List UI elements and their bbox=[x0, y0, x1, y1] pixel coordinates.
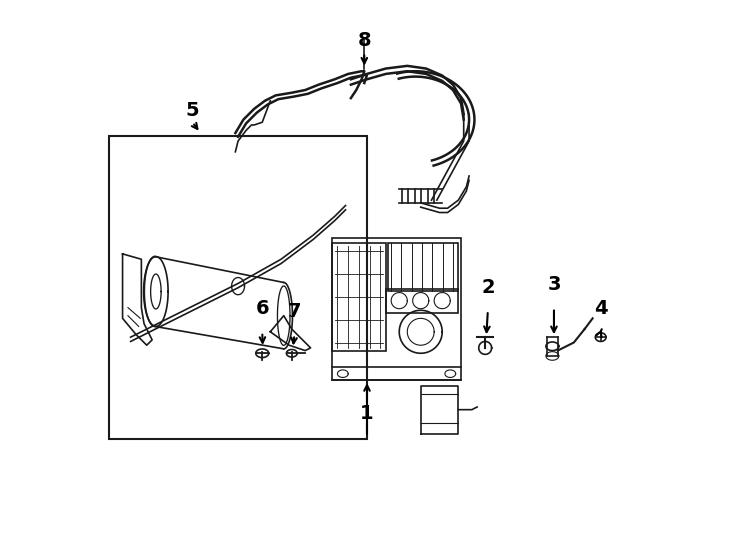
Text: 1: 1 bbox=[360, 404, 374, 423]
Text: 6: 6 bbox=[255, 299, 269, 319]
Text: 5: 5 bbox=[186, 100, 199, 119]
Text: 2: 2 bbox=[481, 278, 495, 297]
FancyBboxPatch shape bbox=[109, 136, 367, 439]
Text: 4: 4 bbox=[594, 299, 608, 319]
Text: 3: 3 bbox=[548, 275, 561, 294]
Text: 8: 8 bbox=[357, 31, 371, 50]
Text: 7: 7 bbox=[288, 302, 301, 321]
